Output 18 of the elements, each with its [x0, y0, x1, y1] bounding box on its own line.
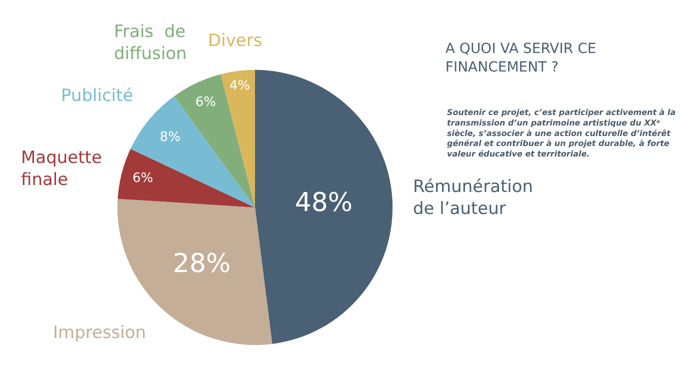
slice-label: Impression [53, 323, 146, 343]
data-label: 6% [132, 171, 154, 186]
pie-slice [255, 70, 392, 344]
slice-label: Divers [208, 31, 262, 51]
pie-slice [118, 148, 255, 208]
data-label: 48% [294, 188, 353, 218]
pie-slice [130, 96, 255, 208]
data-label: 6% [195, 95, 216, 110]
pie-slice [220, 70, 255, 208]
slice-label: Publicité [61, 86, 134, 106]
slice-label: Maquette finale [21, 148, 102, 190]
slice-label: Frais de diffusion [114, 22, 187, 64]
slice-label: Rémunération de l’auteur [413, 177, 534, 220]
data-label: 8% [160, 130, 180, 145]
text: A QUOI VA SERVIR CE FINANCEMENT ? [445, 41, 596, 76]
text: Soutenir ce projet, c’est participer activement à la transmission d’un patrimoine artistique du XXᵉ siècle, s’associer à une action culturelle d’intérêt général et contribuer à un projet durable, à forte valeur éducative et territoriale. [447, 108, 676, 159]
data-label: 28% [172, 249, 231, 280]
data-label: 4% [229, 78, 250, 94]
